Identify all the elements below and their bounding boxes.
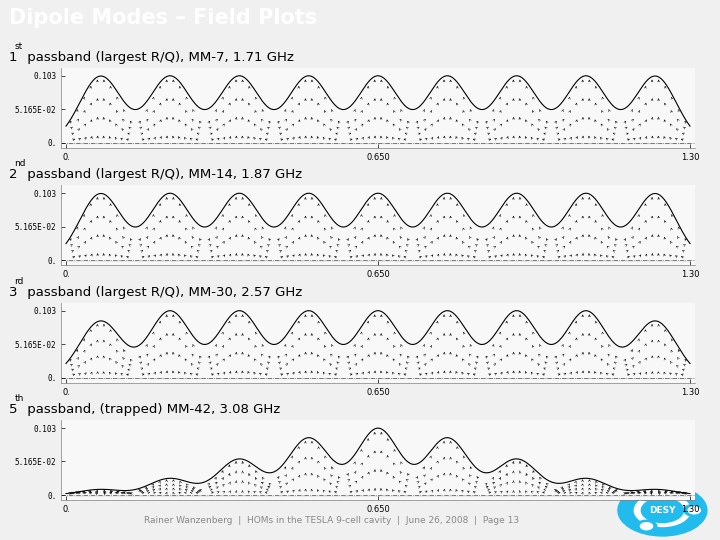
Text: DESY: DESY bbox=[649, 506, 675, 515]
Circle shape bbox=[642, 498, 683, 523]
Circle shape bbox=[640, 491, 652, 498]
Circle shape bbox=[636, 489, 657, 501]
Text: passband (largest R/Q), MM-7, 1.71 GHz: passband (largest R/Q), MM-7, 1.71 GHz bbox=[23, 51, 294, 64]
Circle shape bbox=[636, 520, 657, 532]
Text: 3: 3 bbox=[9, 286, 17, 299]
Text: st: st bbox=[14, 42, 22, 51]
Text: Rainer Wanzenberg  |  HOMs in the TESLA 9-cell cavity  |  June 26, 2008  |  Page: Rainer Wanzenberg | HOMs in the TESLA 9-… bbox=[143, 516, 519, 525]
Text: 2: 2 bbox=[9, 168, 17, 181]
Text: 5: 5 bbox=[9, 403, 17, 416]
Text: passband (largest R/Q), MM-30, 2.57 GHz: passband (largest R/Q), MM-30, 2.57 GHz bbox=[23, 286, 302, 299]
Text: Dipole Modes – Field Plots: Dipole Modes – Field Plots bbox=[9, 8, 317, 28]
Text: rd: rd bbox=[14, 277, 24, 286]
Circle shape bbox=[618, 485, 707, 536]
Text: 1: 1 bbox=[9, 51, 17, 64]
Text: passband (largest R/Q), MM-14, 1.87 GHz: passband (largest R/Q), MM-14, 1.87 GHz bbox=[23, 168, 302, 181]
Circle shape bbox=[640, 523, 652, 530]
Circle shape bbox=[688, 507, 701, 514]
Circle shape bbox=[634, 494, 690, 526]
Text: nd: nd bbox=[14, 159, 26, 168]
Text: passband, (trapped) MM-42, 3.08 GHz: passband, (trapped) MM-42, 3.08 GHz bbox=[23, 403, 280, 416]
Text: th: th bbox=[14, 394, 24, 403]
Circle shape bbox=[684, 504, 705, 516]
